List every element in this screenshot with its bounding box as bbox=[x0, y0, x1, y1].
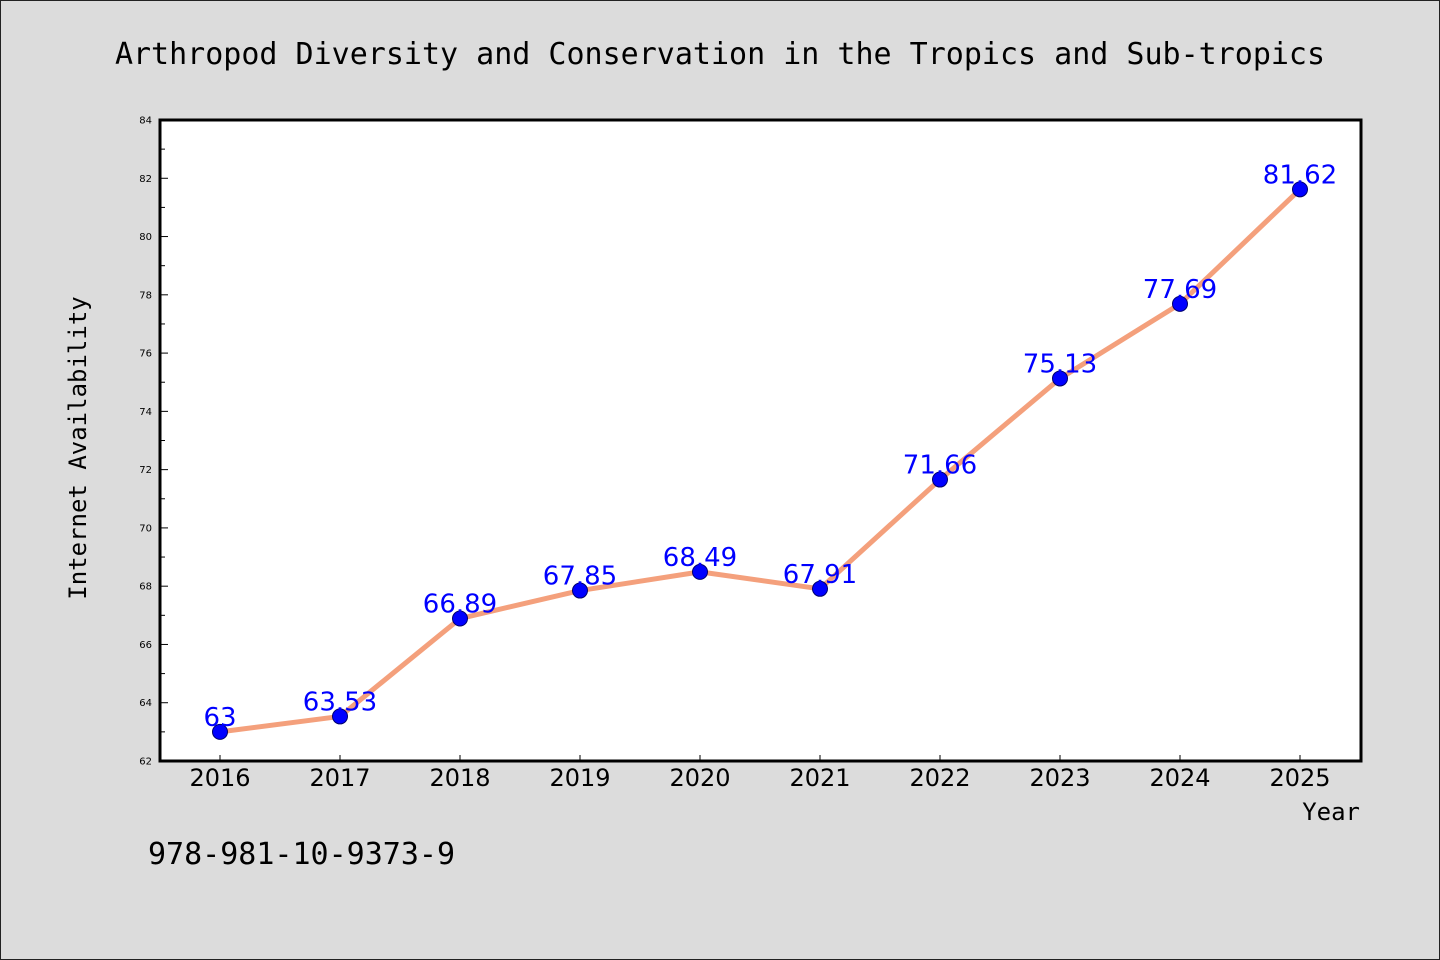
plot-area bbox=[158, 118, 1363, 763]
x-tick-label: 2021 bbox=[789, 764, 850, 792]
data-point bbox=[692, 563, 708, 580]
data-label: 81.62 bbox=[1263, 160, 1337, 190]
x-axis-ticks: 2016 2017 2018 2019 2020 2021 2022 2023 2024 2025 bbox=[189, 755, 1331, 792]
x-tick-label: 2018 bbox=[429, 764, 490, 792]
data-label: 71.66 bbox=[903, 451, 977, 481]
y-tick-label: 74 bbox=[139, 407, 152, 418]
data-label: 75.13 bbox=[1023, 349, 1097, 379]
data-point bbox=[1172, 295, 1188, 312]
data-point bbox=[932, 471, 948, 488]
y-axis-label: Internet Availability bbox=[64, 296, 92, 599]
x-tick-label: 2023 bbox=[1029, 764, 1090, 792]
chart-title: Arthropod Diversity and Conservation in … bbox=[115, 37, 1325, 72]
y-tick-label: 84 bbox=[139, 116, 152, 127]
y-tick-label: 78 bbox=[139, 290, 152, 301]
data-point bbox=[452, 610, 468, 627]
y-tick-label: 68 bbox=[139, 582, 152, 593]
data-points bbox=[212, 181, 1308, 740]
data-point bbox=[212, 723, 228, 740]
x-tick-label: 2020 bbox=[669, 764, 730, 792]
x-tick-label: 2022 bbox=[909, 764, 970, 792]
y-tick-label: 82 bbox=[139, 174, 152, 185]
y-axis-ticks: 62 64 66 68 70 72 74 76 78 80 82 84 bbox=[139, 116, 168, 768]
x-tick-label: 2017 bbox=[309, 764, 370, 792]
data-label: 67.91 bbox=[783, 560, 857, 590]
x-tick-label: 2024 bbox=[1149, 764, 1210, 792]
data-point bbox=[812, 580, 828, 597]
data-label: 63 bbox=[203, 703, 236, 733]
x-axis-label: Year bbox=[1302, 798, 1360, 826]
y-tick-label: 80 bbox=[139, 232, 152, 243]
data-label: 77.69 bbox=[1143, 275, 1217, 305]
x-tick-label: 2019 bbox=[549, 764, 610, 792]
y-tick-label: 76 bbox=[139, 349, 152, 360]
series-line bbox=[219, 187, 1302, 735]
y-tick-label: 64 bbox=[139, 698, 152, 709]
data-label: 67.85 bbox=[543, 562, 617, 592]
data-label: 63.53 bbox=[303, 687, 377, 717]
y-tick-label: 70 bbox=[139, 523, 152, 534]
data-point bbox=[1292, 181, 1308, 198]
data-point bbox=[1052, 370, 1068, 387]
data-label: 68.49 bbox=[663, 543, 737, 573]
isbn-text: 978-981-10-9373-9 bbox=[148, 837, 455, 872]
y-tick-label: 66 bbox=[139, 640, 152, 651]
data-labels: 63 63.53 66.89 67.85 68.49 67.91 71.66 75.13 77.… bbox=[203, 160, 1337, 733]
data-label: 66.89 bbox=[423, 590, 497, 620]
data-point bbox=[572, 582, 588, 599]
y-tick-label: 62 bbox=[139, 757, 152, 768]
x-tick-label: 2016 bbox=[189, 764, 250, 792]
data-point bbox=[332, 708, 348, 725]
y-tick-label: 72 bbox=[139, 465, 152, 476]
x-tick-label: 2025 bbox=[1269, 764, 1330, 792]
